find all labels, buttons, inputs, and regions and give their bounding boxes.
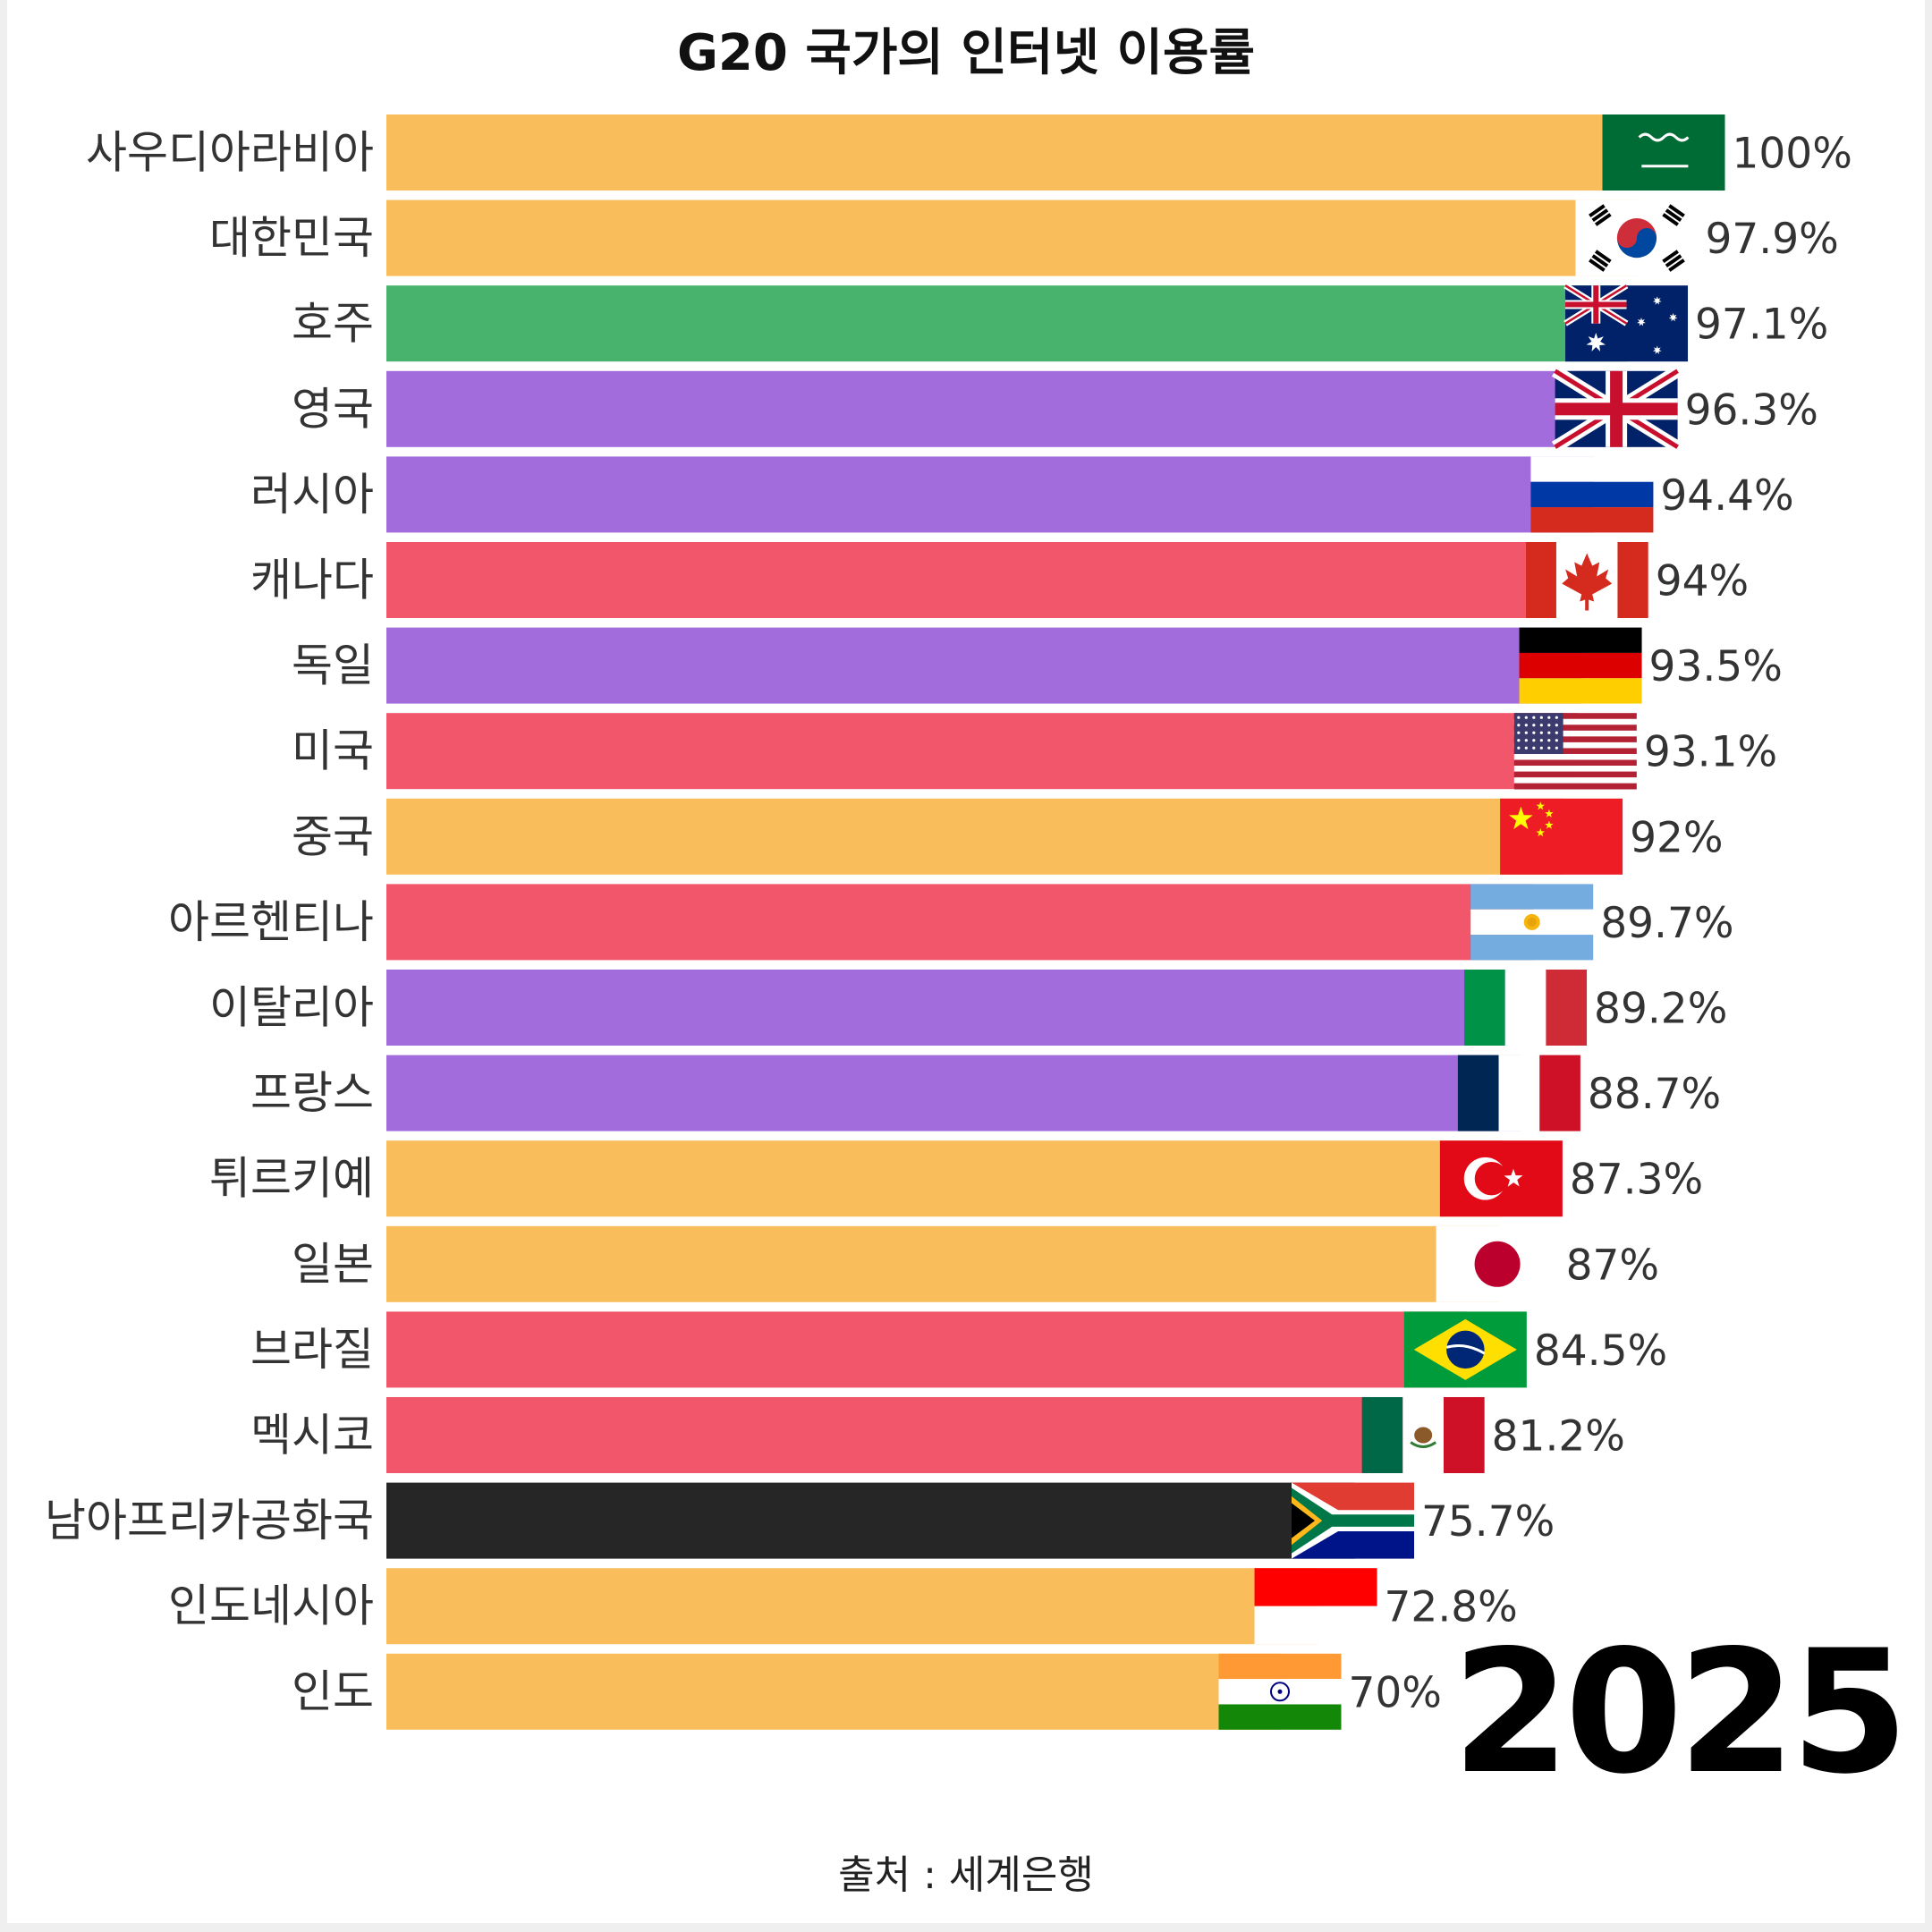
category-label: 미국 <box>292 725 374 777</box>
value-label: 92% <box>1630 813 1723 862</box>
bar-india <box>386 1653 1282 1730</box>
flag-germany-icon <box>1519 627 1642 704</box>
bar-russia <box>386 456 1594 533</box>
bar-chart: 사우디아라비아 100% 대한민국 97.9% 호주 97.1% 영국 96.3% 러시아 94.… <box>45 114 1852 1730</box>
category-label: 멕시코 <box>250 1410 374 1462</box>
value-label: 94.4% <box>1660 471 1793 521</box>
flag-united-states-icon <box>1513 713 1637 790</box>
bar-south-korea <box>386 199 1639 276</box>
category-label: 사우디아라비아 <box>86 127 374 179</box>
flag-russia-icon <box>1530 456 1654 533</box>
value-label: 84.5% <box>1534 1326 1667 1376</box>
category-label: 캐나다 <box>250 555 374 606</box>
category-label: 아르헨티나 <box>168 896 374 948</box>
category-label: 프랑스 <box>250 1067 374 1119</box>
flag-italy-icon <box>1464 970 1588 1046</box>
category-label: 인도네시아 <box>168 1580 374 1632</box>
bar-italy <box>386 970 1528 1046</box>
value-label: 93.5% <box>1649 642 1783 691</box>
value-label: 87% <box>1566 1241 1659 1290</box>
flag-south-korea-icon <box>1575 199 1699 276</box>
bar-brazil <box>386 1311 1468 1388</box>
bar-australia <box>386 285 1629 362</box>
value-label: 94% <box>1656 557 1749 606</box>
bar-united-kingdom <box>386 370 1619 447</box>
flag-brazil-icon <box>1403 1311 1527 1388</box>
bar-saudi-arabia <box>386 114 1665 191</box>
bar-china <box>386 798 1563 875</box>
category-label: 튀르키예 <box>209 1153 374 1205</box>
bar-south-africa <box>386 1482 1355 1559</box>
category-label: 독일 <box>292 640 374 691</box>
flag-china-icon <box>1500 798 1623 875</box>
flag-australia-icon <box>1563 283 1689 362</box>
bar-japan <box>386 1225 1500 1302</box>
value-label: 89.2% <box>1594 985 1727 1034</box>
category-label: 호주 <box>292 298 374 350</box>
value-label: 88.7% <box>1588 1070 1721 1119</box>
category-label: 이탈리아 <box>209 982 374 1034</box>
source-label: 출처 : 세계은행 <box>838 1852 1094 1898</box>
value-label: 72.8% <box>1385 1583 1518 1632</box>
bar-canada <box>386 542 1589 618</box>
value-label: 70% <box>1349 1668 1442 1717</box>
bar-germany <box>386 627 1583 704</box>
category-label: 브라질 <box>250 1324 374 1376</box>
category-label: 남아프리카공화국 <box>45 1495 374 1546</box>
value-label: 97.9% <box>1705 215 1838 264</box>
value-label: 87.3% <box>1570 1156 1703 1205</box>
flag-turkey-icon <box>1439 1140 1563 1217</box>
value-label: 81.2% <box>1492 1412 1625 1462</box>
flag-indonesia-icon <box>1254 1568 1377 1645</box>
category-label: 러시아 <box>250 469 374 521</box>
category-label: 중국 <box>292 810 374 862</box>
value-label: 97.1% <box>1695 301 1828 350</box>
value-label: 93.1% <box>1644 728 1777 777</box>
bar-united-states <box>386 713 1578 790</box>
value-label: 75.7% <box>1421 1497 1555 1546</box>
flag-japan-icon <box>1436 1225 1559 1302</box>
value-label: 89.7% <box>1600 899 1733 948</box>
year-label: 2025 <box>1452 1614 1909 1811</box>
bar-argentina <box>386 884 1534 961</box>
category-label: 대한민국 <box>209 212 374 264</box>
bar-indonesia <box>386 1568 1318 1645</box>
flag-canada-icon <box>1525 542 1648 618</box>
flag-mexico-icon <box>1361 1397 1485 1473</box>
flag-argentina-icon <box>1470 884 1594 961</box>
flag-france-icon <box>1457 1055 1580 1131</box>
chart-page: G20 국가의 인터넷 이용률 사우디아라비아 100% 대한민국 97.9% 호주 97… <box>7 0 1925 1923</box>
flag-united-kingdom-icon <box>1551 365 1682 453</box>
category-label: 영국 <box>292 383 374 435</box>
value-label: 96.3% <box>1685 386 1818 435</box>
bar-france <box>386 1055 1521 1131</box>
flag-saudi-arabia-icon <box>1602 114 1725 191</box>
category-label: 인도 <box>292 1665 374 1717</box>
bar-mexico <box>386 1397 1426 1473</box>
chart-title: G20 국가의 인터넷 이용률 <box>676 24 1256 82</box>
value-label: 100% <box>1733 130 1852 179</box>
flag-south-africa-icon <box>1292 1482 1415 1559</box>
flag-india-icon <box>1218 1653 1342 1730</box>
category-label: 일본 <box>292 1238 374 1290</box>
bar-turkey <box>386 1140 1504 1217</box>
